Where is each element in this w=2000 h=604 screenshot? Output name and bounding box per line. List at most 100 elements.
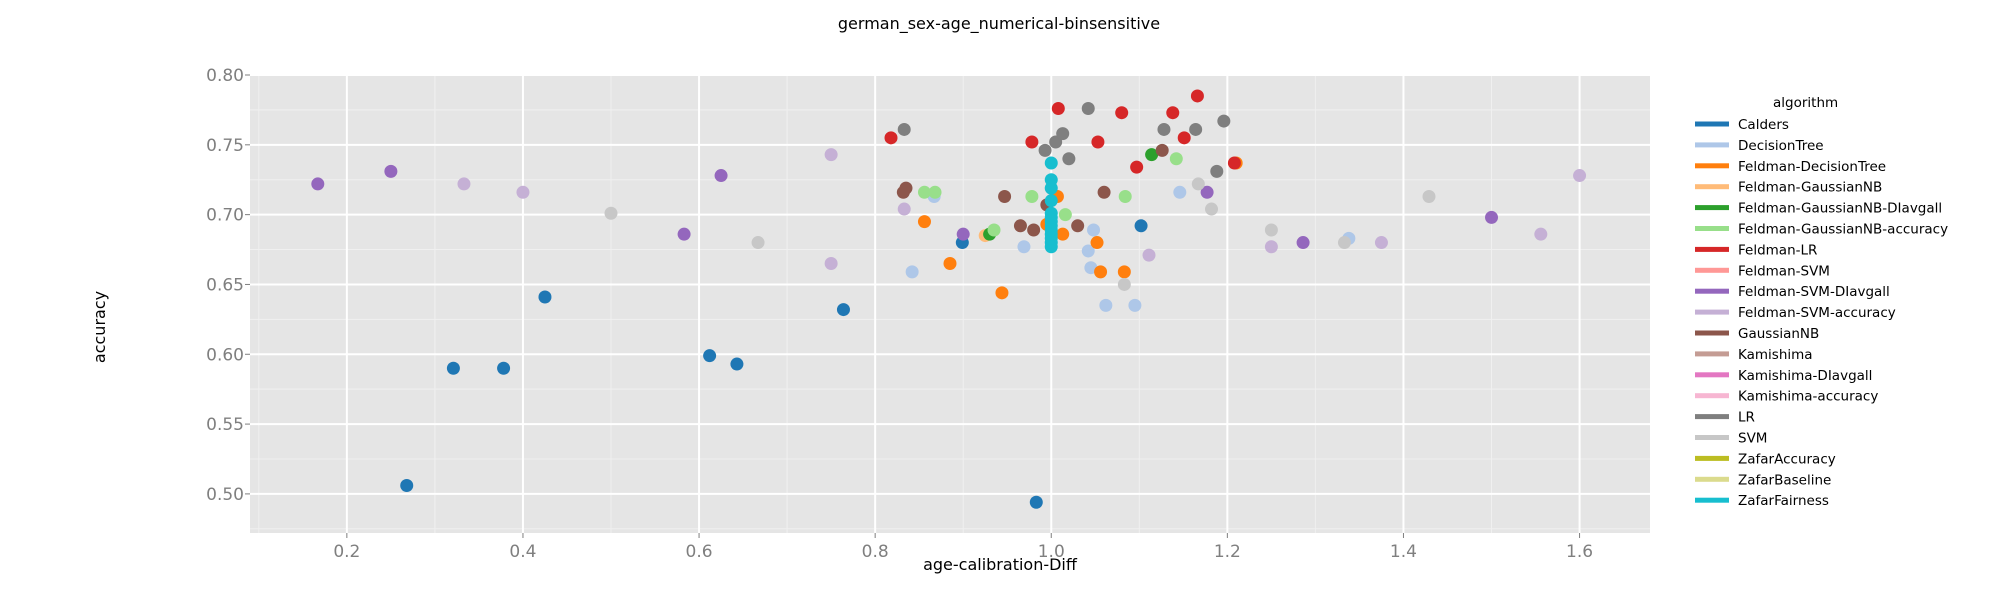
point-feldman-svm-accuracy <box>1142 248 1156 262</box>
point-decisiontree <box>1128 298 1142 312</box>
point-feldman-gaussiannb-diavgall <box>1145 148 1159 162</box>
x-tick-label: 1.6 <box>1566 542 1593 562</box>
legend-label-zafaraccuracy: ZafarAccuracy <box>1738 451 1836 467</box>
point-svm <box>1205 202 1219 216</box>
point-feldman-decisiontree <box>1094 265 1108 279</box>
legend-label-kamishima-accuracy: Kamishima-accuracy <box>1738 389 1878 405</box>
point-zafarfairness <box>1044 156 1058 170</box>
point-gaussiannb <box>1155 143 1169 157</box>
legend-label-lr: LR <box>1738 410 1755 426</box>
point-gaussiannb <box>1013 219 1027 233</box>
point-feldman-gaussiannb-accuracy <box>928 185 942 199</box>
legend-swatch-decisiontree <box>1695 142 1729 148</box>
point-lr <box>897 122 911 136</box>
grid <box>250 74 1650 533</box>
x-tick-label: 1.0 <box>1038 542 1065 562</box>
point-feldman-decisiontree <box>1117 265 1131 279</box>
legend-swatch-feldman-gaussiannb-diavgall <box>1695 205 1729 211</box>
point-feldman-svm-accuracy <box>824 148 838 162</box>
point-calders <box>446 361 460 375</box>
point-gaussiannb <box>1027 223 1041 237</box>
point-decisiontree <box>905 265 919 279</box>
point-svm <box>1117 277 1131 291</box>
point-calders <box>538 290 552 304</box>
point-calders <box>400 479 414 493</box>
point-zafarfairness <box>1044 173 1058 187</box>
point-feldman-svm-diavgall <box>1200 185 1214 199</box>
legend-swatch-feldman-svm-diavgall <box>1695 288 1729 294</box>
point-feldman-lr <box>1130 160 1144 174</box>
point-calders <box>703 349 717 363</box>
point-feldman-svm-diavgall <box>714 169 728 183</box>
legend-swatch-kamishima-accuracy <box>1695 393 1729 399</box>
legend-swatch-feldman-gaussiannb-accuracy <box>1695 226 1729 231</box>
point-feldman-svm-accuracy <box>1374 236 1388 250</box>
point-feldman-gaussiannb-accuracy <box>917 185 931 199</box>
legend-swatch-feldman-gaussiannb <box>1695 184 1729 190</box>
y-tick-label: 0.50 <box>206 485 244 505</box>
point-calders <box>1029 495 1043 509</box>
point-svm <box>1264 223 1278 237</box>
point-feldman-svm-diavgall <box>677 227 691 241</box>
point-feldman-lr <box>1115 106 1129 120</box>
legend-label-decisiontree: DecisionTree <box>1738 138 1824 154</box>
legend-label-kamishima-diavgall: Kamishima-DIavgall <box>1738 368 1872 384</box>
legend-label-gaussiannb: GaussianNB <box>1738 326 1819 342</box>
point-feldman-lr <box>1227 156 1241 170</box>
point-lr <box>1189 122 1203 136</box>
legend-swatch-kamishima <box>1695 351 1729 357</box>
y-tick-label: 0.75 <box>206 136 244 156</box>
point-feldman-svm-diavgall <box>1485 210 1499 224</box>
legend-label-zafarfairness: ZafarFairness <box>1738 493 1829 509</box>
point-feldman-gaussiannb-accuracy <box>1169 152 1183 166</box>
x-tick-label: 0.4 <box>509 542 536 562</box>
point-svm <box>604 206 618 220</box>
legend-swatch-svm <box>1695 435 1729 440</box>
point-lr <box>1056 127 1070 141</box>
point-svm <box>1191 177 1205 191</box>
plot-background <box>250 75 1650 533</box>
point-svm <box>751 236 765 250</box>
legend-label-feldman-lr: Feldman-LR <box>1738 242 1817 258</box>
legend-swatch-feldman-svm-accuracy <box>1695 309 1729 315</box>
point-zafarfairness <box>1044 194 1058 208</box>
point-gaussiannb <box>998 189 1012 203</box>
legend-swatch-feldman-lr <box>1695 246 1729 252</box>
legend-label-feldman-gaussiannb-accuracy: Feldman-GaussianNB-accuracy <box>1738 222 1948 238</box>
point-feldman-decisiontree <box>943 257 957 271</box>
legend-label-feldman-gaussiannb: Feldman-GaussianNB <box>1738 180 1882 196</box>
point-feldman-svm-accuracy <box>457 177 471 191</box>
point-feldman-lr <box>1166 106 1180 120</box>
legend-swatch-lr <box>1695 414 1729 420</box>
point-feldman-lr <box>1177 131 1191 145</box>
point-feldman-svm-accuracy <box>824 257 838 271</box>
point-feldman-svm-accuracy <box>1264 240 1278 254</box>
point-gaussiannb <box>899 181 913 195</box>
point-feldman-svm-accuracy <box>516 185 530 199</box>
legend-swatch-gaussiannb <box>1695 330 1729 336</box>
x-tick-label: 0.6 <box>686 542 713 562</box>
point-feldman-gaussiannb-accuracy <box>987 223 1001 237</box>
point-calders <box>836 303 850 317</box>
point-calders <box>730 357 744 371</box>
y-tick-label: 0.65 <box>206 275 244 295</box>
point-lr <box>1217 114 1231 128</box>
point-feldman-lr <box>884 131 898 145</box>
point-decisiontree <box>1099 298 1113 312</box>
point-feldman-decisiontree <box>1090 236 1104 250</box>
point-svm <box>1422 189 1436 203</box>
point-decisiontree <box>1081 244 1095 258</box>
point-lr <box>1210 164 1224 178</box>
point-lr <box>1157 122 1171 136</box>
point-feldman-decisiontree <box>917 215 931 229</box>
legend-label-feldman-gaussiannb-diavgall: Feldman-GaussianNB-DIavgall <box>1738 201 1942 217</box>
legend-swatch-feldman-decisiontree <box>1695 163 1729 169</box>
chart-title: german_sex-age_numerical-binsensitive <box>838 14 1160 34</box>
point-feldman-decisiontree <box>995 286 1009 300</box>
point-decisiontree <box>1017 240 1031 254</box>
point-lr <box>1062 152 1076 166</box>
legend-swatch-calders <box>1695 121 1729 127</box>
x-tick-label: 0.8 <box>862 542 889 562</box>
